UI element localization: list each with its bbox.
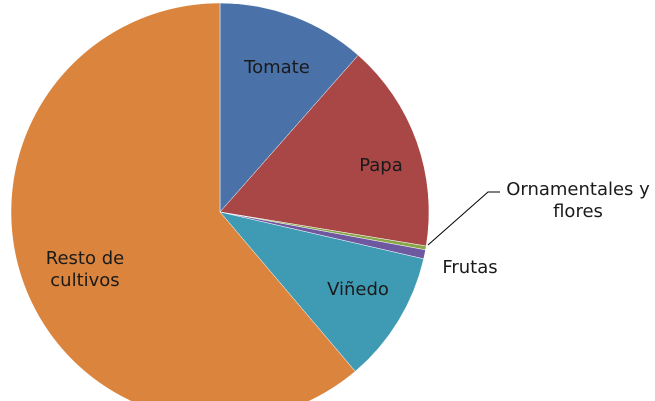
leader-line [427, 191, 500, 246]
pie-slice [10, 2, 356, 401]
slice-label: Papa [359, 155, 403, 176]
slice-label: Resto de cultivos [45, 248, 125, 291]
pie-slice [219, 2, 359, 213]
slice-label: Viñedo [327, 279, 389, 300]
slice-label: Frutas [442, 257, 498, 278]
slice-label: Ornamentales y flores [506, 179, 650, 222]
pie-slice [219, 211, 424, 372]
slice-label: Tomate [244, 57, 310, 78]
pie-slice [219, 54, 430, 247]
